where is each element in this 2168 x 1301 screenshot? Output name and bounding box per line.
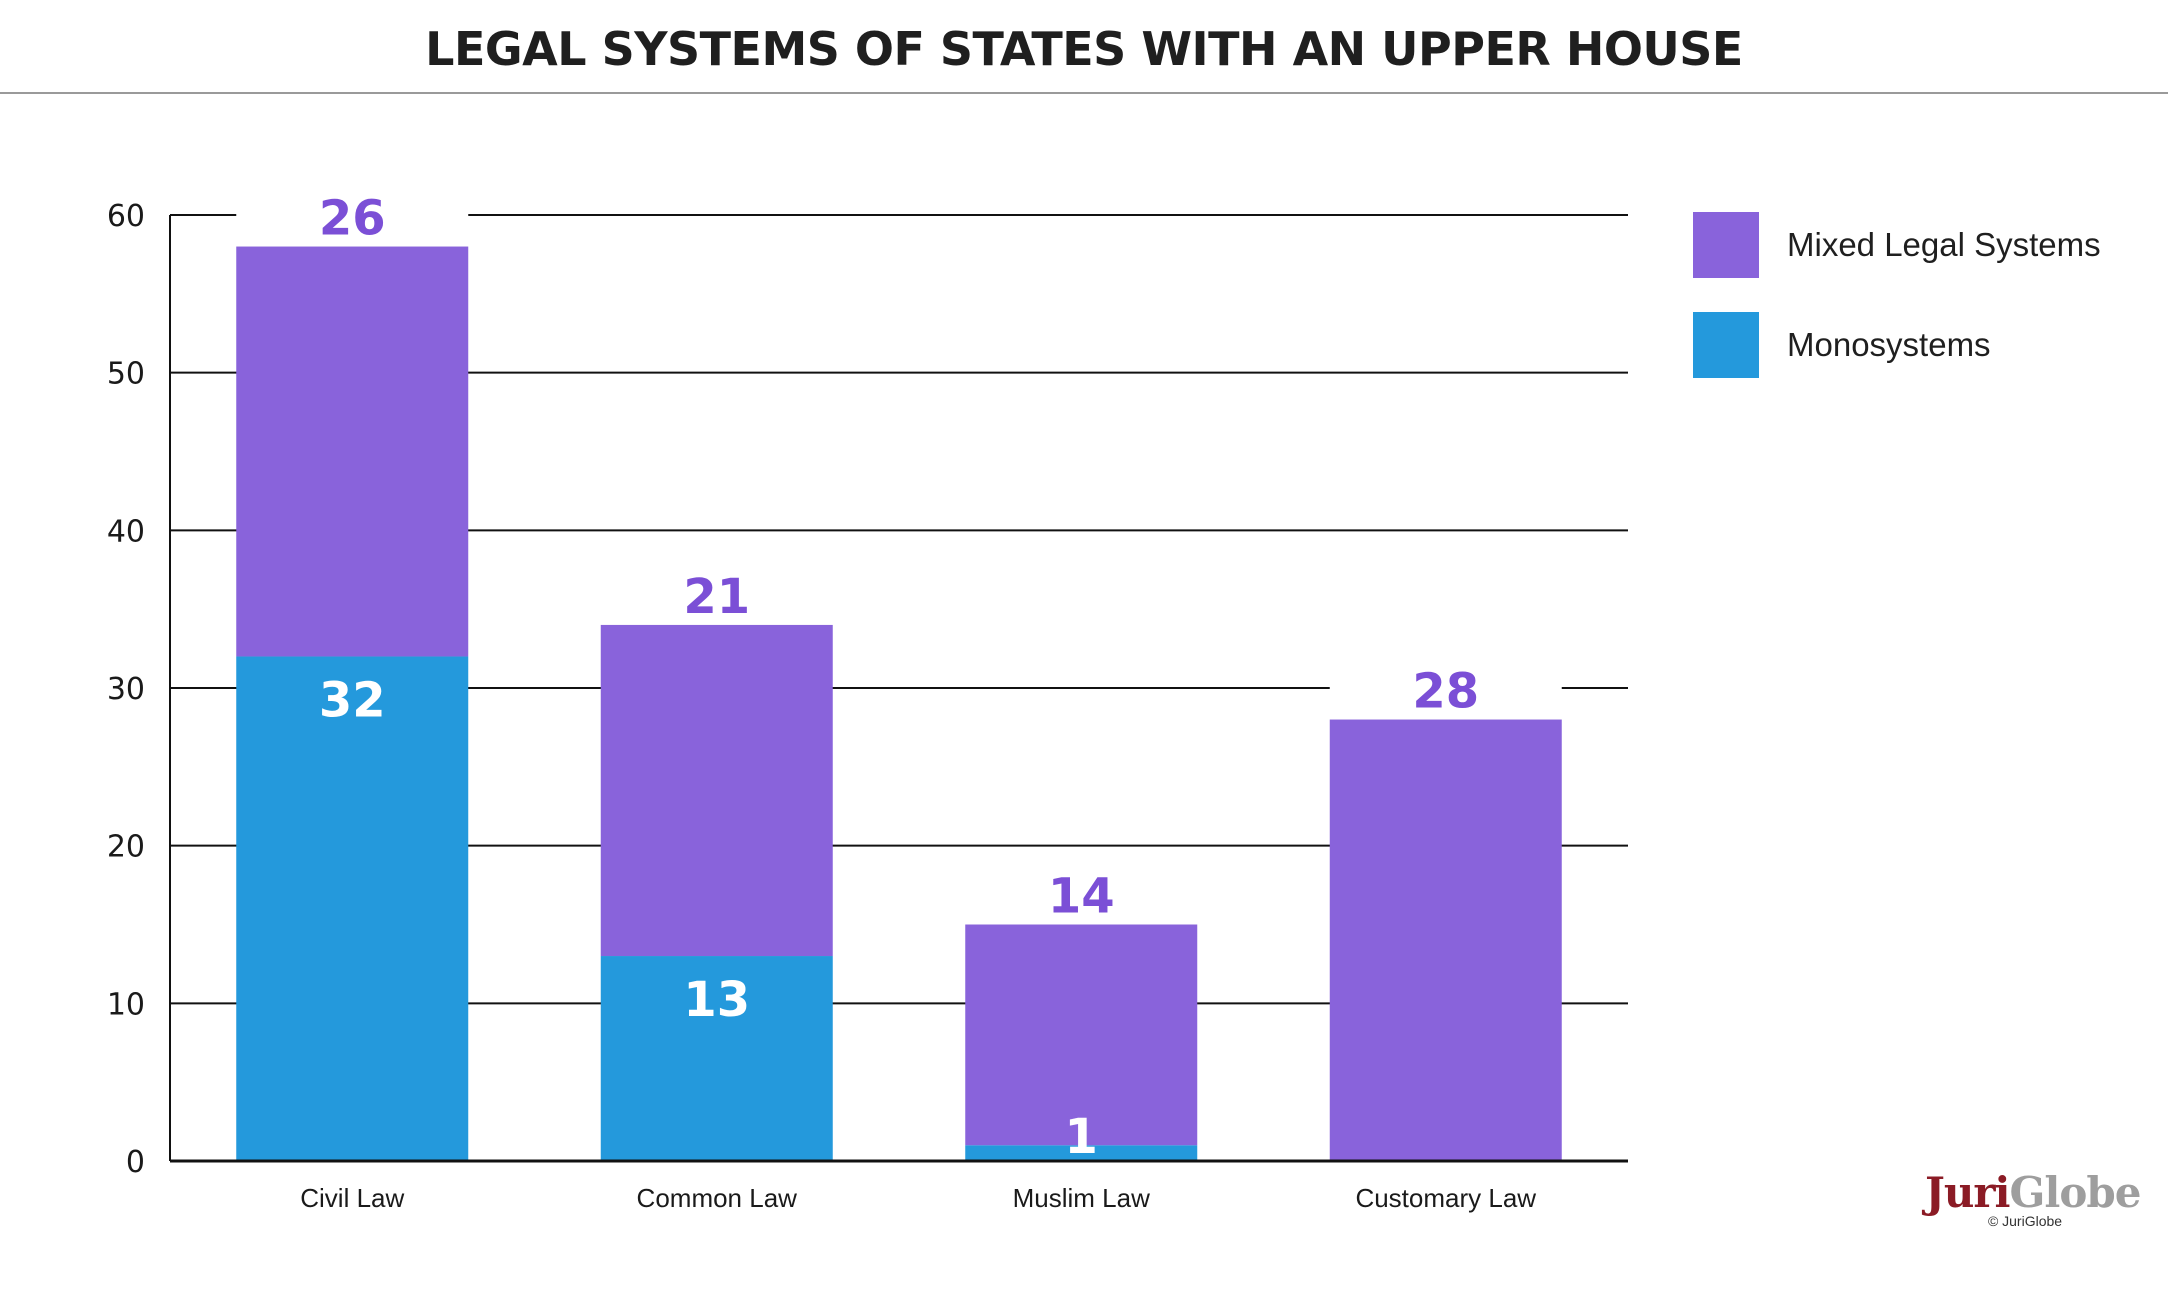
brand-logo: JuriGlobe bbox=[1925, 1168, 2141, 1217]
data-label-mixed: 26 bbox=[319, 191, 386, 247]
bar-label-bg bbox=[965, 849, 1198, 925]
legend-item-mono: Monosystems bbox=[1693, 312, 2101, 378]
data-label-mixed: 28 bbox=[1412, 664, 1479, 720]
y-tick-label-60: 60 bbox=[107, 199, 145, 234]
data-label-mono: 1 bbox=[1065, 1109, 1098, 1165]
data-label-mono: 13 bbox=[683, 972, 750, 1028]
brand: JuriGlobe © JuriGlobe bbox=[1925, 1168, 2141, 1229]
x-tick-label: Common Law bbox=[637, 1183, 798, 1213]
bar-monosystems bbox=[236, 656, 469, 1161]
legend: Mixed Legal Systems Monosystems bbox=[1693, 212, 2101, 412]
data-label-mono: 32 bbox=[319, 672, 386, 728]
chart-title: LEGAL SYSTEMS OF STATES WITH AN UPPER HO… bbox=[425, 22, 1743, 76]
bar-mixed bbox=[236, 246, 469, 657]
bar-mixed bbox=[965, 924, 1198, 1146]
legend-item-mixed: Mixed Legal Systems bbox=[1693, 212, 2101, 278]
y-tick-label-50: 50 bbox=[107, 357, 145, 392]
data-label-mixed: 14 bbox=[1048, 869, 1115, 925]
bar-label-bg bbox=[236, 171, 469, 247]
y-tick-label-10: 10 bbox=[107, 987, 145, 1022]
y-tick-label-20: 20 bbox=[107, 830, 145, 865]
title-divider bbox=[0, 92, 2168, 94]
y-tick-label-40: 40 bbox=[107, 514, 145, 549]
legend-label-mono: Monosystems bbox=[1787, 326, 1991, 363]
legend-label-mixed: Mixed Legal Systems bbox=[1787, 226, 2101, 263]
brand-copyright: © JuriGlobe bbox=[1987, 1213, 2063, 1229]
x-tick-label: Customary Law bbox=[1355, 1183, 1536, 1213]
bar-mixed bbox=[1329, 719, 1562, 1161]
data-label-mixed: 21 bbox=[683, 569, 750, 625]
bar-monosystems bbox=[600, 956, 833, 1161]
bar-label-bg bbox=[1329, 644, 1562, 720]
bar-mixed bbox=[600, 624, 833, 957]
legend-swatch-mixed bbox=[1693, 212, 1759, 278]
y-tick-label-0: 0 bbox=[126, 1145, 145, 1180]
bar-label-bg bbox=[600, 549, 833, 625]
legend-swatch-mono bbox=[1693, 312, 1759, 378]
x-tick-label: Muslim Law bbox=[1013, 1183, 1150, 1213]
y-tick-label-30: 30 bbox=[107, 672, 145, 707]
bar-monosystems bbox=[965, 1145, 1198, 1161]
x-tick-label: Civil Law bbox=[300, 1183, 404, 1213]
